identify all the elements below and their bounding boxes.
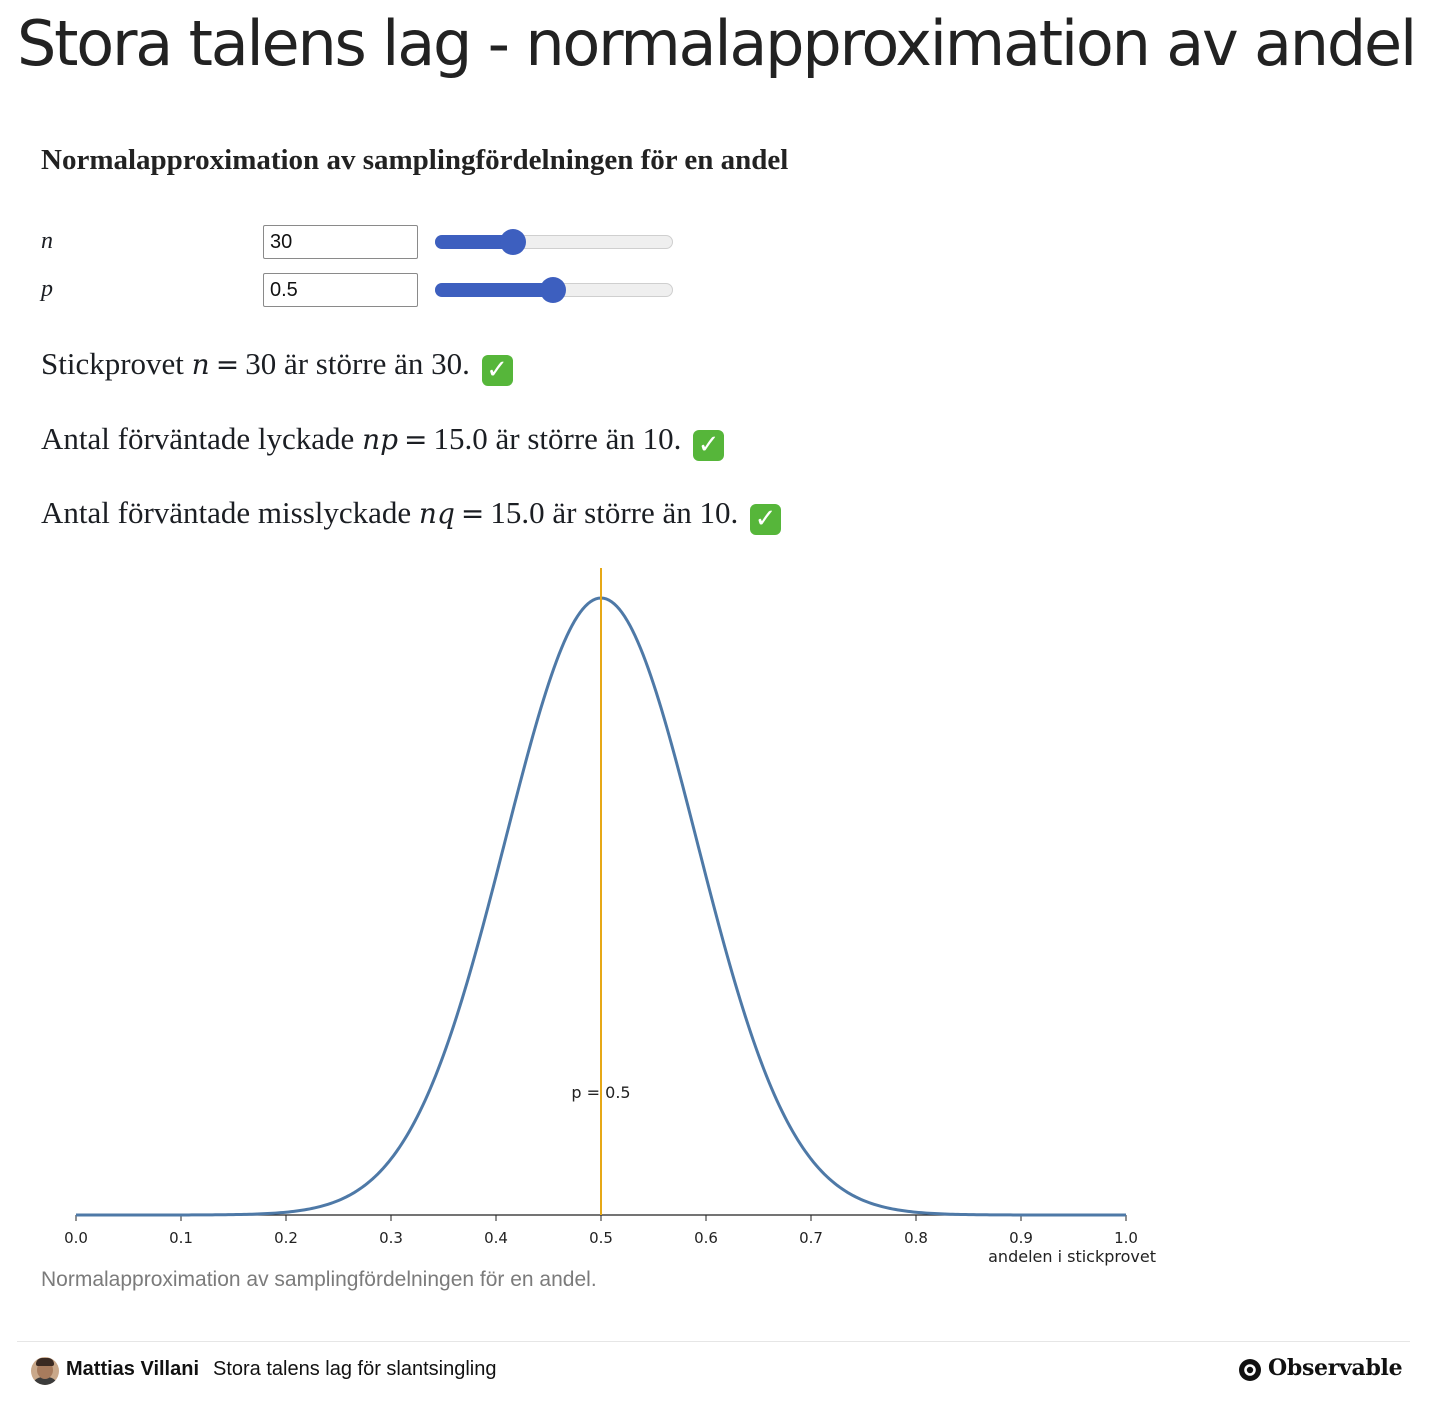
x-tick-label: 0.5: [589, 1229, 613, 1247]
x-tick-label: 1.0: [1114, 1229, 1138, 1247]
p-label: p: [41, 276, 53, 302]
equals-sign: =: [460, 497, 485, 530]
n-slider-fill: [435, 235, 513, 249]
p-number-input[interactable]: [263, 273, 418, 307]
check-suffix: är större än 30.: [276, 346, 470, 381]
notebook-title-link[interactable]: Stora talens lag för slantsingling: [213, 1358, 497, 1380]
brand-name: Observable: [1268, 1355, 1403, 1381]
page-title: Stora talens lag - normalapproximation a…: [17, 7, 1417, 80]
reference-line-label: p = 0.5: [571, 1083, 630, 1102]
avatar-hair: [36, 1358, 54, 1366]
n-slider[interactable]: [435, 229, 673, 255]
check-mark-icon: ✓: [750, 504, 782, 535]
check-mark-icon: ✓: [481, 355, 513, 386]
n-slider-thumb[interactable]: [499, 229, 526, 255]
x-axis-label: andelen i stickprovet: [988, 1247, 1156, 1266]
x-tick-label: 0.8: [904, 1229, 928, 1247]
author-name-link[interactable]: Mattias Villani: [66, 1358, 200, 1380]
check-variable: nq: [418, 497, 455, 530]
x-tick-label: 0.2: [274, 1229, 298, 1247]
footer: Mattias Villani Stora talens lag för sla…: [17, 1341, 1410, 1408]
density-chart: 0.0 0.1 0.2 0.3 0.4 0.5 0.6 0.7 0.8 0.9 1.0andelen…: [64, 568, 1156, 1266]
check-value: 15.0: [433, 421, 488, 456]
observable-logo-icon: [1239, 1359, 1261, 1381]
observable-brand-link[interactable]: Observable: [1238, 1355, 1403, 1385]
author-avatar[interactable]: [31, 1357, 59, 1385]
x-tick-label: 0.7: [799, 1229, 823, 1247]
p-slider-fill: [435, 283, 553, 297]
p-slider-thumb[interactable]: [540, 277, 566, 303]
n-label: n: [41, 228, 53, 254]
control-p: p: [41, 273, 681, 309]
check-mark-icon: ✓: [693, 430, 725, 461]
check-expected-successes: Antal förväntade lyckade np = 15.0 är stör…: [41, 419, 725, 461]
section-heading: Normalapproximation av samplingfördelnin…: [41, 144, 789, 176]
x-tick-label: 0.0: [64, 1229, 88, 1247]
equals-sign: =: [215, 348, 240, 381]
check-value: 15.0: [490, 495, 545, 530]
check-suffix: är större än 10.: [487, 421, 682, 456]
avatar-body: [31, 1377, 59, 1385]
check-prefix: Antal förväntade lyckade: [41, 421, 363, 456]
x-tick-label: 0.6: [694, 1229, 718, 1247]
x-tick-label: 0.9: [1009, 1229, 1033, 1247]
figure-caption: Normalapproximation av samplingfördelnin…: [41, 1268, 597, 1291]
check-prefix: Stickprovet: [41, 346, 192, 381]
check-prefix: Antal förväntade misslyckade: [41, 495, 419, 530]
x-tick-label: 0.3: [379, 1229, 403, 1247]
check-expected-failures: Antal förväntade misslyckade nq = 15.0 är …: [41, 493, 782, 535]
equals-sign: =: [404, 423, 428, 456]
check-sample-size: Stickprovet n = 30 är större än 30. ✓: [41, 344, 513, 386]
check-variable: n: [191, 348, 210, 381]
control-n: n: [41, 225, 681, 261]
x-tick-label: 0.4: [484, 1229, 508, 1247]
check-suffix: är större än 10.: [544, 495, 739, 530]
check-variable: np: [362, 423, 399, 456]
x-tick-label: 0.1: [169, 1229, 193, 1247]
n-number-input[interactable]: [263, 225, 418, 259]
check-value: 30: [245, 346, 277, 381]
p-slider[interactable]: [435, 277, 673, 303]
